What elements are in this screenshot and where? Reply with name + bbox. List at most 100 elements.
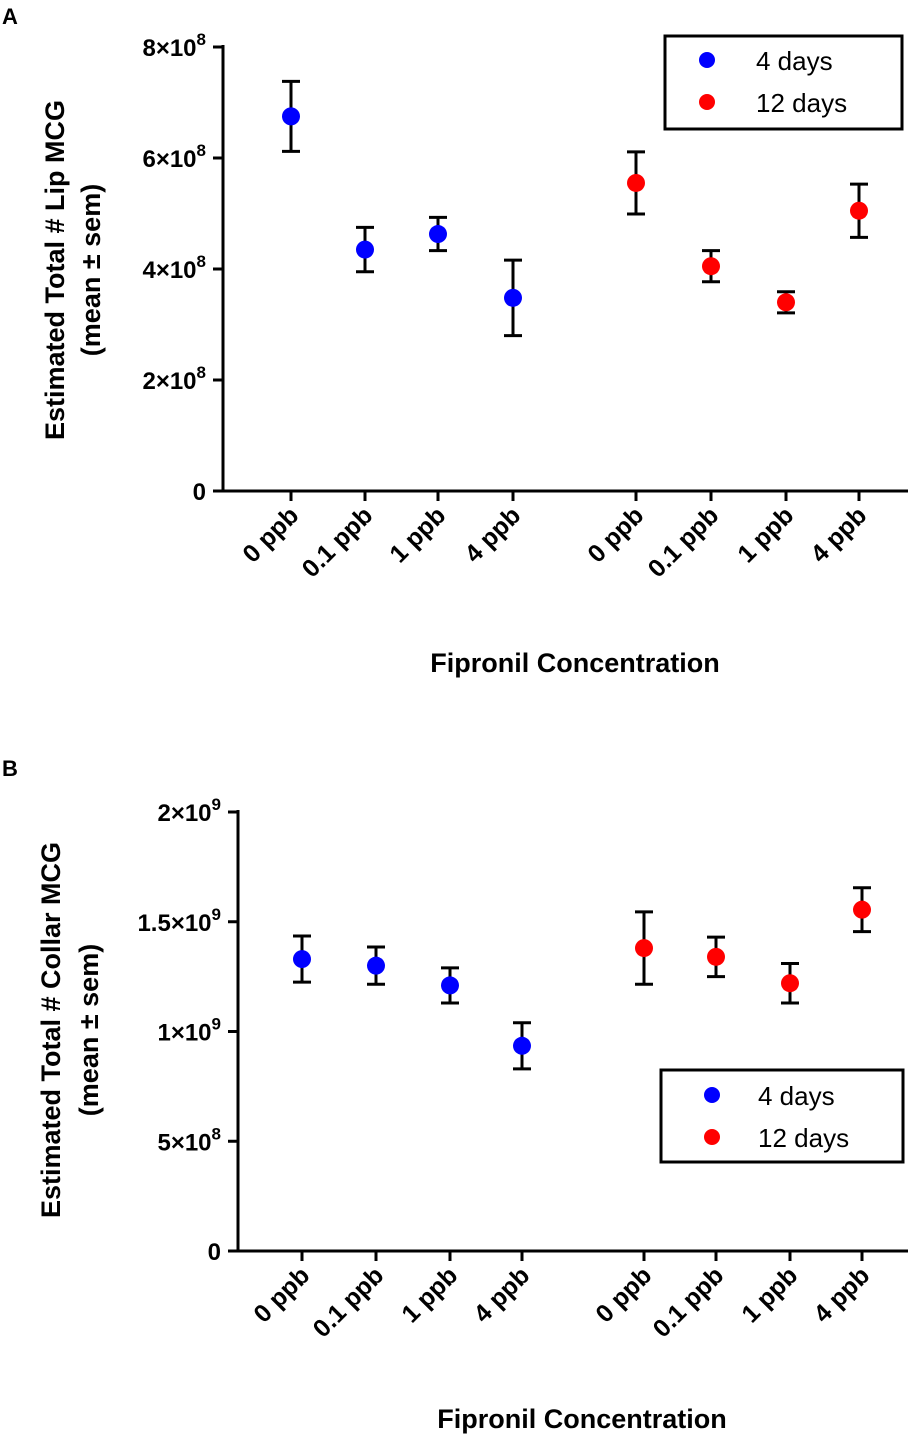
- panel-b-y-tick-label: 5×108: [157, 1124, 221, 1156]
- panel-a-point-4-days: [282, 79, 300, 153]
- panel-a-label: A: [2, 4, 18, 29]
- panel-b-axes: [228, 810, 908, 1261]
- panel-a-y-tick-label: 8×108: [142, 30, 206, 62]
- panel-b-y-axis-title-line2: (mean ± sem): [74, 944, 104, 1116]
- y-tick-exponent: 8: [197, 363, 206, 382]
- panel-b-point-4-days: [367, 945, 385, 986]
- panel-b-x-tick-label: 0 ppb: [248, 1261, 315, 1328]
- panel-a-y-axis-title: Estimated Total # Lip MCG (mean ± sem): [40, 100, 106, 440]
- y-tick-mantissa: 4×10: [142, 257, 196, 284]
- panel-a-y-tick-label: 4×108: [142, 252, 206, 284]
- data-point: [707, 947, 725, 966]
- panel-a-point-12-days: [850, 182, 868, 239]
- panel-a-axes: [213, 45, 908, 501]
- panel-b-y-tick-label: 1×109: [157, 1015, 221, 1047]
- panel-b-x-tick-label: 1 ppb: [396, 1261, 463, 1328]
- panel-a-x-tick-label: 1 ppb: [384, 501, 451, 568]
- panel-b-y-tick-label: 0: [208, 1239, 221, 1266]
- panel-b-point-12-days: [853, 886, 871, 934]
- panel-a-y-axis-title-line1: Estimated Total # Lip MCG: [40, 100, 70, 440]
- panel-b-point-4-days: [441, 966, 459, 1005]
- panel-b-point-12-days: [781, 961, 799, 1005]
- y-tick-mantissa: 2×10: [142, 368, 196, 395]
- panel-a-legend-marker-4-days: [699, 52, 715, 68]
- data-point: [702, 257, 720, 276]
- data-point: [356, 240, 374, 259]
- panel-b-legend-marker-4-days: [704, 1087, 720, 1103]
- y-tick-exponent: 9: [212, 1015, 221, 1034]
- panel-b-x-tick-label: 0.1 ppb: [648, 1261, 730, 1343]
- panel-b-legend-label-4-days: 4 days: [758, 1081, 835, 1111]
- y-tick-exponent: 8: [197, 141, 206, 160]
- data-point: [781, 974, 799, 993]
- panel-b-y-axis-title-line1: Estimated Total # Collar MCG: [36, 842, 66, 1218]
- data-point: [429, 225, 447, 244]
- panel-a-point-4-days: [429, 215, 447, 253]
- panel-a-x-tick-label: 0.1 ppb: [297, 501, 379, 583]
- y-tick-mantissa: 0: [208, 1239, 221, 1266]
- panel-b-legend: 4 days 12 days: [659, 1068, 905, 1164]
- panel-b-x-tick-label: 0 ppb: [590, 1261, 657, 1328]
- panel-a-point-12-days: [627, 150, 645, 216]
- panel-b-y-tick-label: 2×109: [157, 795, 221, 827]
- y-tick-exponent: 8: [197, 252, 206, 271]
- data-point: [282, 107, 300, 126]
- panel-a-x-axis-title: Fipronil Concentration: [430, 648, 720, 678]
- y-tick-mantissa: 6×10: [142, 146, 196, 173]
- panel-b-point-12-days: [635, 910, 653, 986]
- data-point: [441, 976, 459, 995]
- data-point: [627, 173, 645, 192]
- y-tick-exponent: 9: [212, 795, 221, 814]
- panel-b-point-4-days: [293, 934, 311, 984]
- panel-a-point-12-days: [777, 290, 795, 315]
- panel-b-data-marks: [293, 886, 871, 1071]
- panel-a-x-tick-label: 0 ppb: [237, 501, 304, 568]
- panel-b-legend-marker-12-days: [704, 1129, 720, 1145]
- panel-a-data-marks: [282, 79, 868, 338]
- panel-b-y-axis-title: Estimated Total # Collar MCG (mean ± sem…: [36, 842, 104, 1218]
- y-tick-mantissa: 8×10: [142, 35, 196, 62]
- y-tick-mantissa: 0: [193, 479, 206, 506]
- panel-b-x-tick-label: 4 ppb: [808, 1261, 875, 1328]
- panel-b-point-4-days: [513, 1021, 531, 1071]
- panel-a-y-axis-title-line2: (mean ± sem): [76, 184, 106, 356]
- data-point: [504, 288, 522, 307]
- y-tick-mantissa: 1.5×10: [137, 910, 211, 937]
- data-point: [853, 900, 871, 919]
- data-point: [513, 1036, 531, 1055]
- data-point: [367, 956, 385, 975]
- panel-a-y-tick-label: 2×108: [142, 363, 206, 395]
- panel-b-legend-label-12-days: 12 days: [758, 1123, 849, 1153]
- panel-a-x-tick-label: 4 ppb: [459, 501, 526, 568]
- panel-a-x-tick-label: 0.1 ppb: [643, 501, 725, 583]
- panel-b-x-axis-title: Fipronil Concentration: [437, 1404, 727, 1434]
- data-point: [635, 939, 653, 958]
- panel-a-legend: 4 days 12 days: [663, 34, 904, 131]
- data-point: [293, 950, 311, 969]
- panel-a-legend-label-12-days: 12 days: [756, 88, 847, 118]
- data-point: [850, 201, 868, 220]
- panel-a-legend-marker-12-days: [699, 94, 715, 110]
- panel-a-x-tick-label: 1 ppb: [732, 501, 799, 568]
- panel-b-x-tick-label: 0.1 ppb: [308, 1261, 390, 1343]
- panel-b-x-tick-label: 4 ppb: [468, 1261, 535, 1328]
- panel-a-point-12-days: [702, 249, 720, 284]
- y-tick-mantissa: 5×10: [157, 1129, 211, 1156]
- panel-a-y-tick-label: 6×108: [142, 141, 206, 173]
- panel-a-legend-label-4-days: 4 days: [756, 46, 833, 76]
- y-tick-mantissa: 1×10: [157, 1020, 211, 1047]
- panel-a-point-4-days: [356, 225, 374, 274]
- data-point: [777, 293, 795, 312]
- panel-a-x-tick-label: 0 ppb: [582, 501, 649, 568]
- panel-a-y-tick-label: 0: [193, 479, 206, 506]
- y-tick-mantissa: 2×10: [157, 800, 211, 827]
- panel-b-legend-box: [659, 1068, 905, 1164]
- panel-b-label: B: [2, 756, 18, 781]
